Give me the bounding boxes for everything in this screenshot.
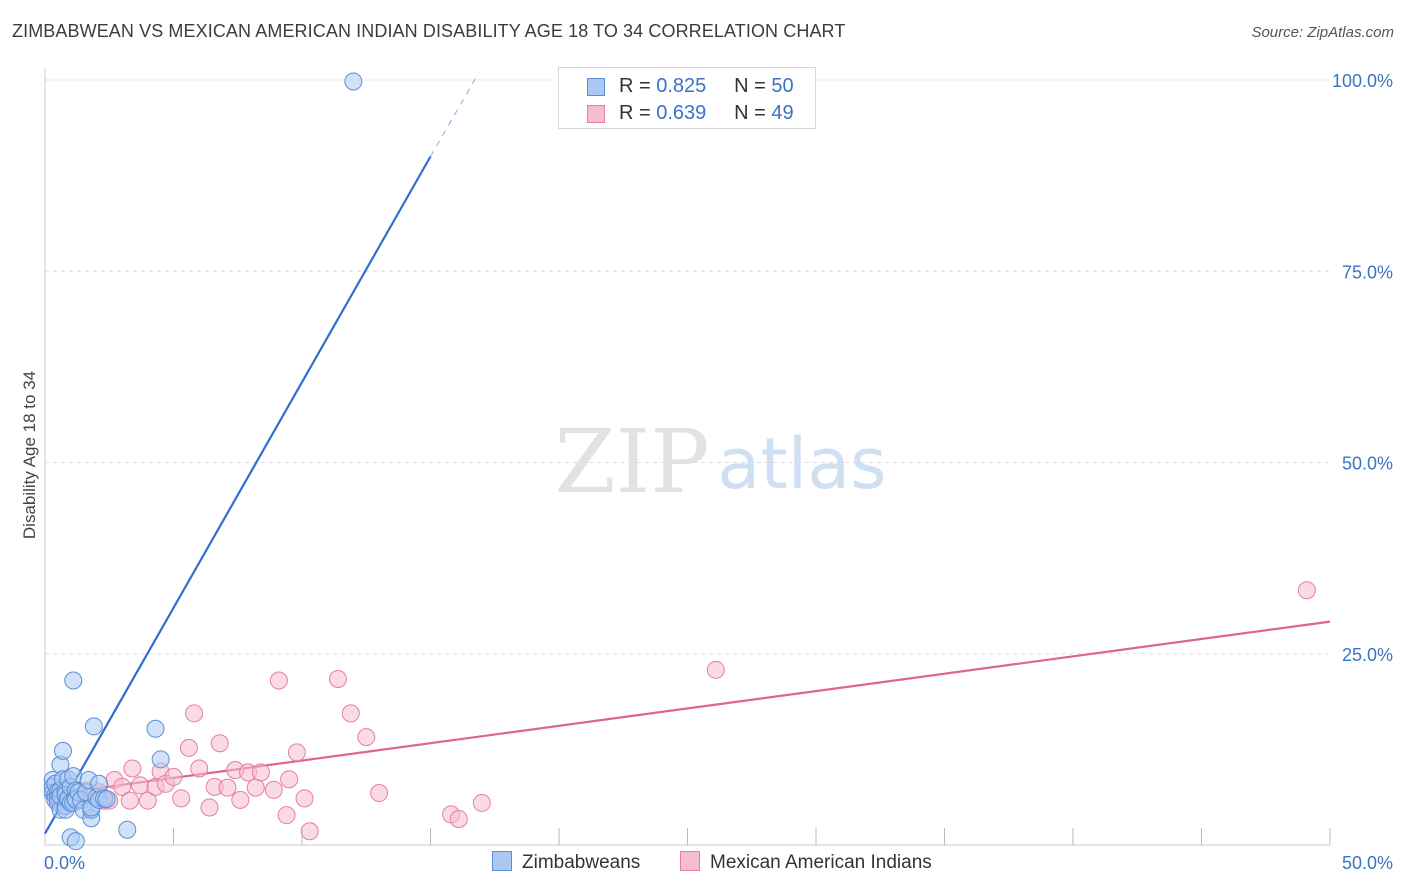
y-tick-label: 100.0% bbox=[1332, 71, 1393, 91]
bottom-legend-swatch-pink bbox=[680, 851, 700, 871]
data-point-mexican-american-indians bbox=[264, 780, 283, 799]
y-axis-title: Disability Age 18 to 34 bbox=[20, 371, 39, 539]
data-point-mexican-american-indians bbox=[190, 759, 209, 778]
series-blue-points bbox=[43, 72, 363, 851]
legend-n-label: N = bbox=[734, 75, 772, 97]
tick-labels: 25.0% 50.0% 75.0% 100.0% 0.0% 50.0% bbox=[44, 71, 1393, 873]
data-point-zimbabweans bbox=[97, 790, 116, 809]
gridlines bbox=[45, 79, 1330, 655]
y-tick-label: 75.0% bbox=[1342, 262, 1393, 282]
data-point-zimbabweans bbox=[151, 750, 170, 769]
chart-title: ZIMBABWEAN VS MEXICAN AMERICAN INDIAN DI… bbox=[12, 21, 846, 41]
legend-r-label: R = bbox=[619, 75, 657, 97]
data-point-mexican-american-indians bbox=[357, 728, 376, 747]
legend-swatch-blue bbox=[587, 78, 605, 96]
bottom-legend-swatch-blue bbox=[492, 851, 512, 871]
data-point-zimbabweans bbox=[84, 717, 103, 736]
data-point-zimbabweans bbox=[146, 719, 165, 738]
axes bbox=[44, 68, 1331, 846]
data-point-mexican-american-indians bbox=[472, 793, 491, 812]
source-label: Source: ZipAtlas.com bbox=[1251, 24, 1394, 41]
data-point-mexican-american-indians bbox=[295, 789, 314, 808]
data-point-mexican-american-indians bbox=[246, 778, 265, 797]
data-point-mexican-american-indians bbox=[131, 776, 150, 795]
bottom-legend-zimbabweans: Zimbabweans bbox=[492, 851, 640, 874]
data-point-mexican-american-indians bbox=[370, 783, 389, 802]
data-point-mexican-american-indians bbox=[449, 809, 468, 828]
trend-line-zimbabweans bbox=[44, 155, 432, 835]
data-point-zimbabweans bbox=[64, 671, 83, 690]
x-tick-label-min: 0.0% bbox=[44, 853, 85, 873]
data-point-zimbabweans bbox=[344, 72, 363, 91]
data-point-mexican-american-indians bbox=[179, 738, 198, 757]
data-point-mexican-american-indians bbox=[1297, 581, 1316, 600]
series-pink-points bbox=[48, 581, 1316, 841]
data-point-mexican-american-indians bbox=[123, 759, 142, 778]
data-point-mexican-american-indians bbox=[280, 770, 299, 789]
data-point-mexican-american-indians bbox=[200, 798, 219, 817]
data-point-mexican-american-indians bbox=[172, 789, 191, 808]
watermark-zip: ZIP bbox=[554, 410, 709, 513]
bottom-legend-label: Mexican American Indians bbox=[710, 852, 932, 873]
legend-r-value: 0.639 bbox=[656, 102, 707, 124]
data-point-mexican-american-indians bbox=[210, 734, 229, 753]
data-point-mexican-american-indians bbox=[287, 743, 306, 762]
data-point-mexican-american-indians bbox=[341, 704, 360, 723]
data-point-mexican-american-indians bbox=[218, 778, 237, 797]
legend-n-label: N = bbox=[734, 102, 772, 124]
legend-n-value: 50 bbox=[771, 75, 794, 97]
data-point-mexican-american-indians bbox=[706, 660, 725, 679]
bottom-legend-mexican-american-indians: Mexican American Indians bbox=[680, 851, 932, 874]
bottom-legend-label: Zimbabweans bbox=[522, 852, 641, 873]
watermark-atlas: atlas bbox=[717, 423, 886, 505]
data-point-mexican-american-indians bbox=[120, 791, 139, 810]
x-tick-label-max: 50.0% bbox=[1342, 853, 1393, 873]
data-point-mexican-american-indians bbox=[164, 767, 183, 786]
data-point-mexican-american-indians bbox=[300, 822, 319, 841]
data-point-mexican-american-indians bbox=[251, 763, 270, 782]
legend-swatch-pink bbox=[587, 105, 605, 123]
data-point-zimbabweans bbox=[66, 832, 85, 851]
data-point-mexican-american-indians bbox=[328, 669, 347, 688]
legend-r-label: R = bbox=[619, 102, 657, 124]
legend-n-value: 49 bbox=[771, 102, 794, 124]
trend-line-zimbabweans-extension bbox=[429, 75, 478, 157]
data-point-mexican-american-indians bbox=[231, 790, 250, 809]
data-point-mexican-american-indians bbox=[185, 704, 204, 723]
data-point-mexican-american-indians bbox=[138, 791, 157, 810]
correlation-legend: R = 0.825 N = 50 R = 0.639 N = 49 bbox=[558, 67, 816, 129]
data-point-zimbabweans bbox=[53, 741, 72, 760]
legend-r-value: 0.825 bbox=[656, 75, 707, 97]
y-tick-label: 25.0% bbox=[1342, 645, 1393, 665]
data-point-mexican-american-indians bbox=[113, 777, 132, 796]
data-point-mexican-american-indians bbox=[269, 671, 288, 690]
y-tick-label: 50.0% bbox=[1342, 454, 1393, 474]
data-point-zimbabweans bbox=[118, 820, 137, 839]
data-point-mexican-american-indians bbox=[277, 806, 296, 825]
